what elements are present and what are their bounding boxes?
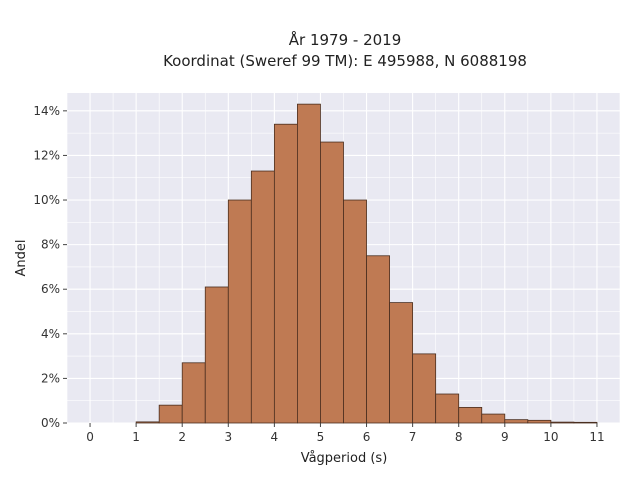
histogram-bar <box>527 419 552 424</box>
x-tick-label: 11 <box>589 430 604 444</box>
histogram-bar <box>343 199 367 424</box>
histogram-bar <box>481 413 506 424</box>
histogram-bar <box>297 103 321 424</box>
histogram-bar <box>250 170 275 424</box>
x-tick-label: 2 <box>178 430 186 444</box>
histogram-bar <box>389 302 414 424</box>
x-tick-label: 4 <box>271 430 279 444</box>
histogram-bar <box>435 393 460 424</box>
histogram-bar <box>412 353 437 424</box>
histogram-bar <box>320 141 344 424</box>
x-tick-label: 10 <box>543 430 558 444</box>
x-tick-label: 6 <box>363 430 371 444</box>
x-tick-label: 9 <box>501 430 509 444</box>
x-axis-ticks: 0 1 2 3 4 5 6 7 8 9 10 11 <box>86 423 605 444</box>
y-axis-label: Andel <box>14 240 29 277</box>
histogram-bar <box>227 199 252 424</box>
x-tick-label: 1 <box>132 430 140 444</box>
x-tick-label: 5 <box>317 430 325 444</box>
y-tick-label: 14% <box>33 104 60 118</box>
chart-title-line-2: Koordinat (Sweref 99 TM): E 495988, N 60… <box>163 52 527 70</box>
y-tick-label: 10% <box>33 193 60 207</box>
chart-title-line-1: År 1979 - 2019 <box>289 30 402 49</box>
histogram-bar <box>573 421 598 424</box>
y-tick-label: 6% <box>41 282 60 296</box>
x-tick-label: 7 <box>409 430 417 444</box>
y-axis-ticks: 0% 2% 4% 6% 8% 10% 12% 14% <box>33 104 67 430</box>
x-tick-label: 0 <box>86 430 94 444</box>
x-tick-label: 8 <box>455 430 463 444</box>
y-tick-label: 2% <box>41 371 60 385</box>
histogram-bars <box>135 103 598 424</box>
y-tick-label: 4% <box>41 327 60 341</box>
y-tick-label: 8% <box>41 238 60 252</box>
histogram-bar <box>273 123 298 424</box>
y-tick-label: 0% <box>41 416 60 430</box>
histogram-bar <box>550 421 575 424</box>
x-tick-label: 3 <box>224 430 232 444</box>
histogram-bar <box>504 419 529 424</box>
histogram-bar <box>458 406 483 424</box>
histogram-bar <box>204 286 229 424</box>
histogram-bar <box>181 362 206 424</box>
x-axis-label: Vågperiod (s) <box>301 451 388 466</box>
histogram-bar <box>135 421 160 424</box>
y-tick-label: 12% <box>33 148 60 162</box>
histogram-bar <box>158 404 183 424</box>
histogram-bar <box>366 255 390 424</box>
